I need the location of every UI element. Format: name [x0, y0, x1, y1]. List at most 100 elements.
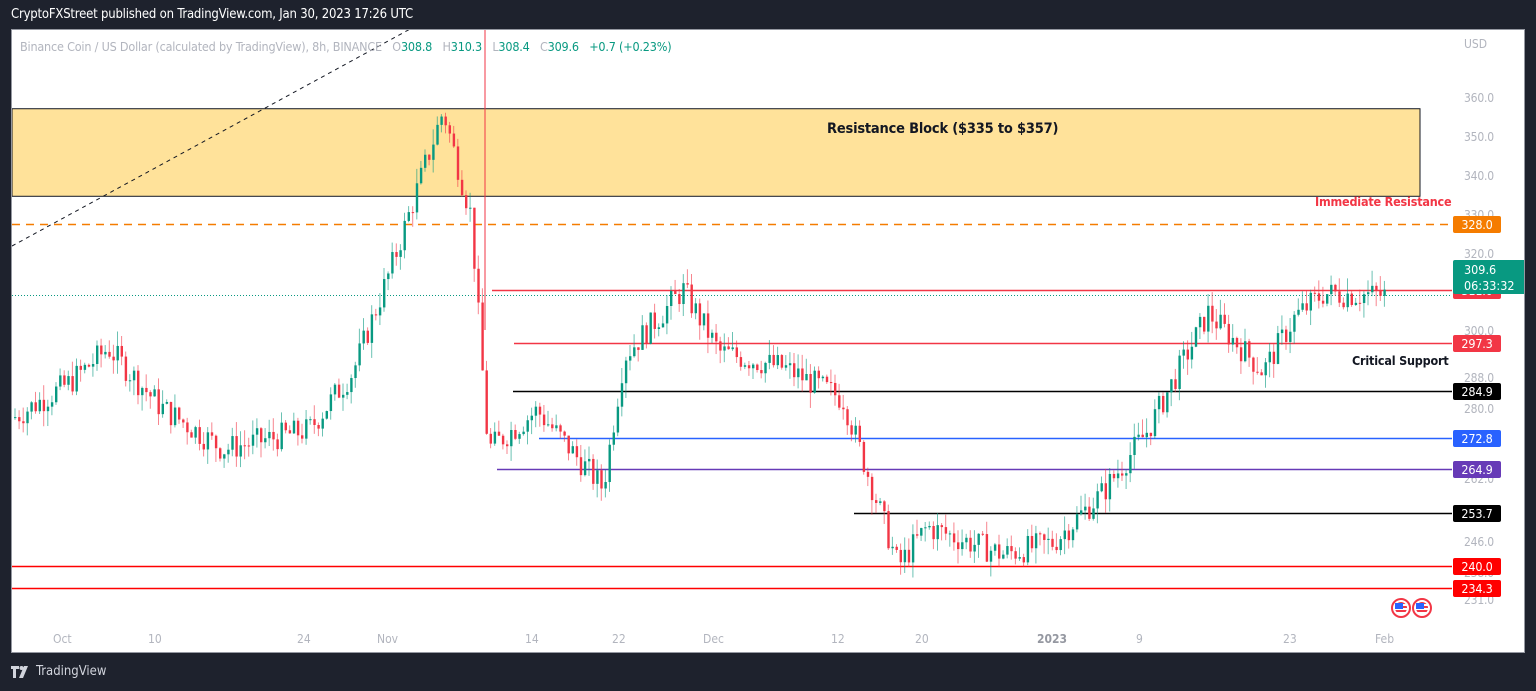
candle-body [1321, 300, 1325, 304]
candle-body [342, 394, 345, 398]
price-plot[interactable] [12, 30, 1524, 652]
candle-body [1358, 302, 1362, 304]
candle-body [1297, 309, 1300, 315]
candle-body [711, 332, 714, 338]
candle-body [272, 431, 275, 440]
us-flag-event-icon[interactable] [1391, 598, 1411, 618]
candle-body [46, 406, 50, 412]
candle-body [255, 428, 259, 435]
candle-body [358, 343, 361, 366]
candle-body [1268, 351, 1271, 363]
price-tick: 350.0 [1464, 129, 1494, 144]
candle-body [891, 546, 894, 549]
tradingview-logo[interactable]: TradingView [11, 664, 106, 679]
candle-body [1157, 395, 1161, 410]
time-tick: 23 [1283, 632, 1297, 646]
candle-body [403, 220, 406, 251]
candle-body [145, 387, 148, 393]
candle-body [1239, 347, 1243, 362]
candle-body [731, 347, 734, 350]
candle-body [875, 500, 878, 503]
candle-body [67, 376, 70, 385]
candle-body [1350, 293, 1353, 305]
candle-body [1305, 303, 1308, 311]
candle-body [1055, 546, 1058, 551]
candle-body [592, 458, 595, 484]
candle-body [1223, 314, 1226, 324]
candle-body [739, 357, 743, 367]
candle-body [805, 373, 808, 381]
candle-body [83, 364, 87, 370]
candle-body [616, 406, 620, 433]
candle-body [612, 432, 615, 445]
candle-body [522, 431, 525, 435]
candle-body [715, 332, 718, 342]
candle-body [296, 420, 300, 436]
candle-body [571, 446, 574, 454]
candle-body [337, 384, 341, 398]
price-tick: 280.0 [1464, 402, 1494, 417]
candle-body [260, 428, 263, 443]
candle-body [645, 325, 648, 344]
price-tick: 246.0 [1464, 534, 1494, 549]
candle-body [198, 427, 201, 444]
time-tick: 14 [525, 632, 539, 646]
candle-body [206, 432, 210, 450]
candle-body [1252, 357, 1255, 372]
candle-body [928, 525, 931, 528]
candle-body [653, 312, 656, 329]
candle-body [842, 407, 845, 410]
candle-body [1190, 346, 1194, 360]
candle-body [108, 351, 111, 357]
candle-body [1260, 372, 1263, 376]
candle-body [22, 421, 25, 424]
current-price-tag: 309.6 06:33:32 [1453, 260, 1524, 294]
time-tick: Oct [53, 632, 72, 646]
candle-body [239, 445, 242, 457]
candle-body [1301, 303, 1304, 310]
candle-body [530, 415, 533, 421]
us-flag-event-icon[interactable] [1412, 598, 1432, 618]
time-tick: Nov [377, 632, 399, 646]
candle-body [957, 542, 960, 550]
candle-body [661, 323, 665, 328]
candle-body [178, 407, 181, 420]
candle-body [1293, 314, 1296, 332]
candle-body [128, 380, 132, 382]
candle-body [1034, 533, 1038, 549]
candle-body [366, 330, 369, 343]
candle-body [1121, 473, 1124, 476]
candle-body [965, 537, 968, 543]
candle-body [1219, 314, 1222, 329]
chart-pane[interactable]: Binance Coin / US Dollar (calculated by … [11, 29, 1525, 653]
candle-body [686, 283, 689, 285]
candle-body [809, 373, 812, 393]
candle-body [104, 351, 107, 355]
price-tag: 272.8 [1453, 430, 1501, 448]
candle-body [870, 476, 874, 501]
candle-body [813, 370, 816, 393]
price-tick: 288.0 [1464, 371, 1494, 386]
candle-body [243, 445, 246, 447]
candle-body [752, 364, 755, 369]
candle-body [251, 434, 255, 446]
candle-body [1080, 510, 1083, 515]
trendline[interactable] [12, 30, 412, 247]
candle-body [75, 365, 78, 392]
candle-body [760, 370, 763, 374]
candle-body [452, 133, 456, 147]
candle-body [387, 273, 390, 280]
candle-body [797, 368, 800, 378]
candle-body [1030, 535, 1034, 549]
candle-body [624, 360, 628, 384]
candle-body [534, 406, 538, 416]
candle-body [641, 325, 644, 350]
candle-body [788, 363, 792, 366]
bar-countdown: 06:33:32 [1464, 278, 1515, 293]
candle-body [1125, 473, 1128, 476]
resistance-block-zone[interactable] [12, 108, 1421, 197]
candle-body [469, 207, 472, 209]
candle-body [1112, 473, 1116, 479]
candle-body [1248, 341, 1251, 358]
resistance-block-label: Resistance Block ($335 to $357) [827, 121, 1059, 137]
